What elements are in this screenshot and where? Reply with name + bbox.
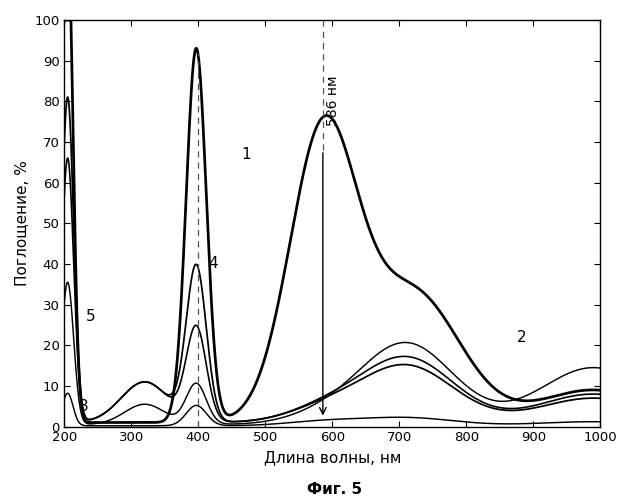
Y-axis label: Поглощение, %: Поглощение, % (15, 160, 30, 286)
Text: 3: 3 (79, 399, 88, 414)
Text: 586 нм: 586 нм (325, 75, 339, 126)
Text: 5: 5 (86, 310, 95, 324)
X-axis label: Длина волны, нм: Длина волны, нм (264, 450, 401, 465)
Text: Фиг. 5: Фиг. 5 (307, 482, 363, 498)
Text: 2: 2 (516, 330, 526, 344)
Text: 1: 1 (242, 146, 252, 162)
Text: 4: 4 (209, 256, 218, 272)
